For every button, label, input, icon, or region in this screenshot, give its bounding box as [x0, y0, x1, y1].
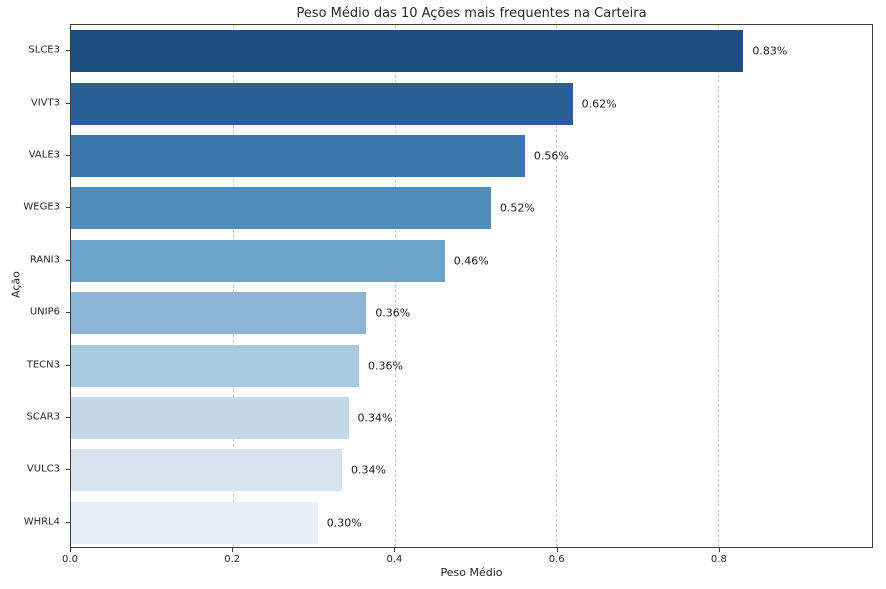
x-axis-label: Peso Médio — [440, 566, 503, 579]
bar-row: 0.30% — [71, 497, 872, 549]
y-tick-label: VALE3 — [28, 149, 60, 161]
bar-row: 0.52% — [71, 182, 872, 234]
gridline — [394, 25, 396, 547]
bar-vulc3 — [71, 449, 343, 492]
bar-value-label: 0.30% — [326, 516, 362, 530]
y-tick-mark — [66, 469, 70, 471]
bar-whrl4 — [71, 501, 318, 544]
bar-value-label: 0.46% — [453, 254, 489, 268]
x-axis-tick-area: 0.0 0.2 0.4 0.6 0.8 — [62, 548, 873, 568]
x-tick-label: 0.8 — [710, 554, 727, 565]
bar-row: 0.36% — [71, 287, 872, 339]
bar-slce3 — [71, 30, 744, 73]
bar-value-label: 0.56% — [533, 149, 569, 163]
x-tick-label: 0.6 — [548, 554, 565, 565]
y-tick-mark — [66, 102, 70, 104]
y-axis-tick-area: SLCE3 VIVT3 VALE3 WEGE3 RANI3 UNIP6 TECN3 SCAR3… — [0, 24, 70, 548]
bar-vivt3 — [71, 82, 573, 125]
bar-value-label: 0.62% — [581, 97, 617, 111]
chart-title: Peso Médio das 10 Ações mais frequentes … — [296, 6, 647, 21]
bar-row: 0.34% — [71, 444, 872, 496]
bar-unip6 — [71, 292, 367, 335]
bar-value-label: 0.36% — [368, 359, 403, 373]
bar-wege3 — [71, 187, 491, 230]
plot-area: 0.83% 0.62% 0.56% 0.52% 0.46% 0.36% 0.36% 0.34%… — [70, 24, 873, 548]
gridline — [232, 25, 234, 547]
y-tick-label: VIVT3 — [30, 97, 60, 109]
y-tick-label: WEGE3 — [23, 201, 60, 213]
x-tick-mark — [70, 548, 71, 552]
bar-value-label: 0.83% — [752, 44, 788, 58]
x-tick-label: 0.0 — [62, 554, 78, 565]
y-tick-label: TECN3 — [26, 359, 60, 371]
y-tick-mark — [66, 207, 70, 209]
bar-row: 0.56% — [71, 130, 872, 182]
x-tick-mark — [394, 548, 396, 552]
x-tick-mark — [556, 548, 558, 552]
bar-value-label: 0.52% — [499, 201, 535, 215]
y-tick-label: SLCE3 — [28, 44, 60, 56]
x-tick-mark — [718, 548, 720, 552]
y-tick-mark — [66, 155, 70, 156]
y-tick-mark — [66, 364, 70, 366]
x-tick-mark — [232, 548, 234, 552]
y-tick-label: UNIP6 — [29, 306, 60, 318]
bar-row: 0.36% — [71, 339, 872, 391]
gridline — [718, 25, 720, 547]
bar-value-label: 0.34% — [351, 463, 386, 477]
bar-vale3 — [71, 134, 525, 177]
bar-value-label: 0.34% — [357, 411, 393, 425]
y-tick-label: VULC3 — [26, 463, 60, 475]
x-tick-label: 0.2 — [224, 554, 241, 565]
y-tick-mark — [66, 312, 70, 314]
y-tick-label: RANI3 — [29, 254, 60, 266]
bar-row: 0.83% — [71, 25, 872, 77]
y-tick-label: WHRL4 — [23, 516, 60, 528]
y-tick-mark — [66, 259, 70, 261]
bar-tecn3 — [71, 344, 360, 387]
y-tick-mark — [66, 50, 70, 52]
gridline — [556, 25, 558, 547]
bar-value-label: 0.36% — [375, 306, 411, 320]
y-tick-label: SCAR3 — [26, 411, 60, 423]
bar-rani3 — [71, 239, 445, 282]
bar-scar3 — [71, 396, 349, 439]
x-tick-label: 0.4 — [386, 554, 403, 565]
bar-row: 0.62% — [71, 77, 872, 129]
bar-row: 0.46% — [71, 235, 872, 287]
bar-row: 0.34% — [71, 392, 872, 444]
y-tick-mark — [66, 417, 70, 418]
y-tick-mark — [66, 521, 70, 523]
